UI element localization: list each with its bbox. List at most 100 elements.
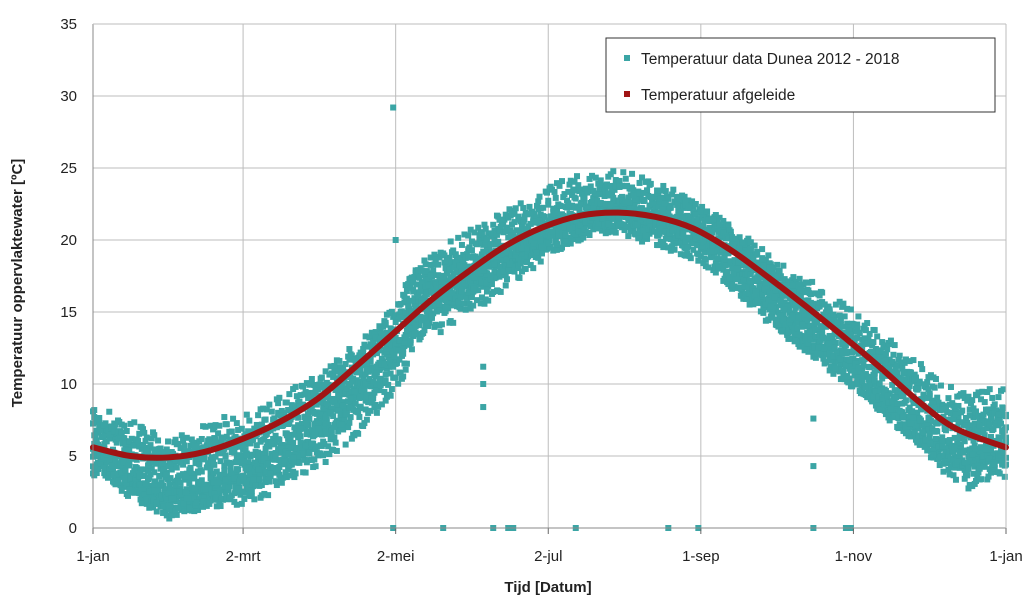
data-point: [502, 228, 509, 235]
data-point: [385, 354, 392, 361]
data-point: [403, 327, 410, 334]
data-point: [175, 492, 182, 499]
data-point: [131, 442, 138, 449]
data-point: [564, 222, 571, 229]
data-point: [276, 394, 283, 401]
data-point: [165, 449, 172, 456]
data-point: [677, 251, 684, 258]
data-point: [1000, 433, 1007, 440]
data-point: [186, 480, 193, 487]
data-point: [709, 242, 716, 249]
data-point: [115, 429, 122, 436]
data-point: [667, 247, 674, 254]
data-point: [473, 241, 480, 248]
data-point: [367, 391, 374, 398]
data-point: [132, 475, 139, 482]
data-point: [167, 463, 174, 470]
data-point: [241, 495, 248, 502]
data-point: [118, 469, 125, 476]
data-point: [227, 460, 234, 467]
data-point: [95, 465, 102, 472]
data-point: [986, 386, 993, 393]
data-point: [417, 313, 424, 320]
data-point: [196, 461, 203, 468]
data-point: [172, 507, 179, 514]
data-point: [567, 177, 574, 184]
data-point: [367, 383, 374, 390]
data-point: [699, 214, 706, 221]
data-point: [396, 356, 403, 363]
data-point: [202, 423, 209, 430]
data-point: [228, 428, 235, 435]
data-point: [955, 414, 962, 421]
data-point: [360, 376, 367, 383]
data-point: [348, 352, 355, 359]
data-point: [342, 441, 349, 448]
data-point: [871, 327, 878, 334]
data-point: [356, 413, 363, 420]
data-point: [936, 462, 943, 469]
data-point: [866, 364, 873, 371]
data-point: [501, 216, 508, 223]
data-point: [330, 373, 337, 380]
data-point: [421, 327, 428, 334]
data-point: [278, 445, 285, 452]
data-point: [143, 448, 150, 455]
data-point: [320, 452, 327, 459]
data-point: [248, 492, 255, 499]
data-point: [967, 422, 974, 429]
data-point: [704, 238, 711, 245]
data-point: [774, 273, 781, 280]
data-point: [769, 284, 776, 291]
data-point: [392, 319, 399, 326]
data-point: [665, 234, 672, 241]
data-point: [302, 425, 309, 432]
data-point: [410, 288, 417, 295]
data-point: [655, 203, 662, 210]
data-point: [340, 364, 347, 371]
data-point: [675, 206, 682, 213]
data-point: [297, 439, 304, 446]
data-point: [365, 399, 372, 406]
data-point: [425, 323, 432, 330]
data-point: [834, 350, 841, 357]
data-point: [106, 469, 113, 476]
data-point: [986, 421, 993, 428]
data-point: [285, 466, 292, 473]
data-point: [985, 406, 992, 413]
data-point: [518, 250, 525, 257]
data-point: [170, 450, 177, 457]
data-point: [500, 268, 507, 275]
data-point: [177, 479, 184, 486]
data-point: [701, 255, 708, 262]
data-point: [330, 405, 337, 412]
data-point: [543, 189, 550, 196]
data-point: [308, 375, 315, 382]
data-point: [974, 426, 981, 433]
data-point: [547, 232, 554, 239]
data-point: [511, 219, 518, 226]
data-point: [799, 321, 806, 328]
data-point: [866, 330, 873, 337]
data-point: [92, 431, 99, 438]
data-point: [729, 234, 736, 241]
data-point: [193, 443, 200, 450]
data-point: [997, 420, 1004, 427]
data-point: [774, 261, 781, 268]
data-point: [629, 170, 636, 177]
data-point: [421, 272, 428, 279]
data-point: [388, 342, 395, 349]
data-point: [433, 285, 440, 292]
data-point: [101, 464, 108, 471]
data-point: [881, 342, 888, 349]
data-point: [705, 216, 712, 223]
data-point: [455, 234, 462, 241]
data-point: [185, 448, 192, 455]
data-point: [505, 265, 512, 272]
data-point: [554, 241, 561, 248]
data-point: [980, 426, 987, 433]
data-point: [346, 346, 353, 353]
data-point: [879, 372, 886, 379]
data-point: [631, 202, 638, 209]
data-point: [820, 355, 827, 362]
